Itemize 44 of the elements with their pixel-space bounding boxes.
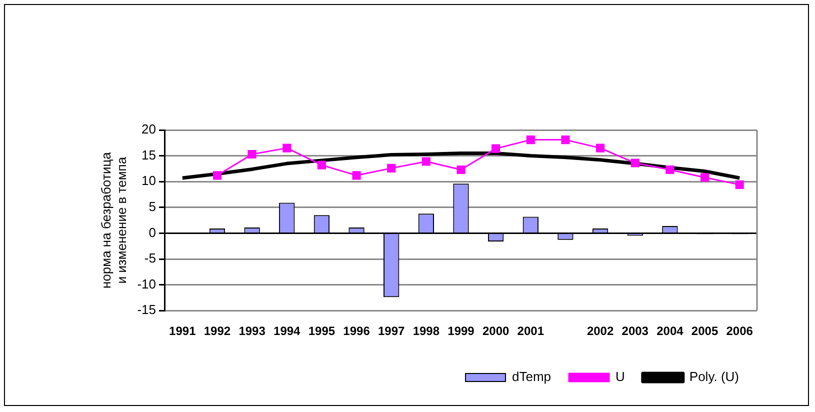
point xyxy=(526,136,535,144)
x-tick-label: 1996 xyxy=(343,324,370,338)
x-tick-label: 1993 xyxy=(238,324,266,338)
x-tick-label: 1994 xyxy=(274,324,301,338)
y-tick-label: 0 xyxy=(148,224,156,240)
point xyxy=(212,171,222,180)
x-tick-label: 1992 xyxy=(204,324,231,338)
x-tick-label: 2000 xyxy=(482,324,510,338)
x-tick-label: 1991 xyxy=(169,324,196,338)
x-tick-label: 2006 xyxy=(726,324,754,338)
point xyxy=(492,144,500,153)
point xyxy=(700,173,710,182)
x-tick-label: 2001 xyxy=(517,324,544,338)
point xyxy=(387,164,396,172)
x-tick-label: 1999 xyxy=(448,324,475,338)
point xyxy=(317,160,326,170)
point xyxy=(666,165,674,174)
point xyxy=(456,165,466,174)
x-tick-label: 2004 xyxy=(656,324,684,338)
legend-label: dTemp xyxy=(512,369,552,384)
point xyxy=(735,180,744,189)
y-tick-label: -5 xyxy=(144,250,156,266)
y-axis-title: норма на безработица и изменение в темпа xyxy=(98,151,129,288)
y-tick-label: 10 xyxy=(142,173,156,188)
x-tick-label: 1995 xyxy=(308,324,336,338)
point xyxy=(630,158,640,168)
x-tick-label: 1998 xyxy=(412,324,440,338)
legend-label: U xyxy=(616,369,625,384)
y-tick-label: 15 xyxy=(142,147,156,162)
point xyxy=(248,150,256,159)
legend-label: Poly. (U) xyxy=(689,369,740,384)
y-tick-label: 5 xyxy=(148,198,156,214)
x-tick-label: 1997 xyxy=(378,324,406,338)
point xyxy=(282,144,292,152)
x-tick-label: 2002 xyxy=(586,324,614,338)
y-tick-label: 20 xyxy=(142,122,156,137)
point xyxy=(596,144,605,152)
x-tick-label: 2005 xyxy=(691,324,718,338)
point xyxy=(561,136,570,144)
y-tick-label: -10 xyxy=(137,276,156,292)
point xyxy=(422,157,430,166)
x-tick-label: 2003 xyxy=(622,324,649,338)
y-tick-label: -15 xyxy=(137,302,156,318)
point xyxy=(352,171,361,180)
